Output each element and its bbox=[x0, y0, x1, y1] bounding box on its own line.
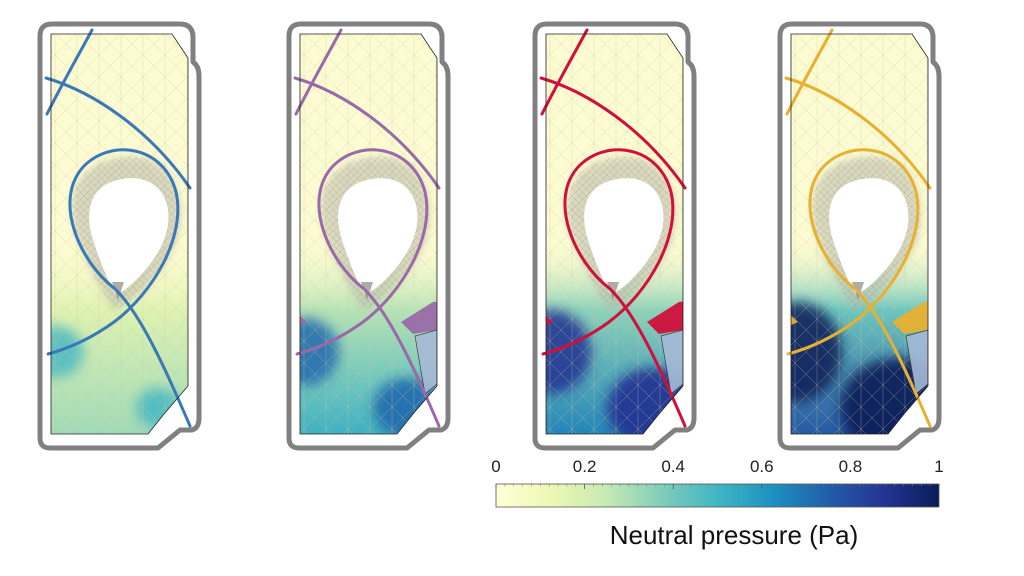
separatrix-line bbox=[785, 28, 834, 116]
inner-baffle bbox=[791, 306, 798, 330]
domain-boundary bbox=[545, 33, 684, 435]
vacuum-vessel-wall bbox=[777, 21, 942, 451]
plasma-core bbox=[829, 178, 909, 294]
separatrix-line bbox=[45, 28, 94, 116]
colorbar-tick-label: 0 bbox=[491, 457, 500, 476]
poloidal-cross-section-panel bbox=[286, 21, 451, 451]
separatrix-line bbox=[786, 148, 920, 356]
separatrix-line bbox=[361, 286, 441, 428]
separatrix-line bbox=[852, 286, 932, 428]
colorbar-tick-label: 0.4 bbox=[661, 457, 685, 476]
vacuum-vessel-wall bbox=[37, 21, 202, 451]
poloidal-cross-section-panel bbox=[532, 21, 697, 451]
colorbar-tick-label: 1 bbox=[934, 457, 943, 476]
outer-baffle bbox=[647, 301, 683, 334]
separatrix-line bbox=[607, 286, 687, 428]
inner-baffle bbox=[546, 306, 553, 330]
separatrix-line bbox=[295, 148, 429, 356]
domain-boundary bbox=[299, 33, 438, 435]
colorbar-gradient bbox=[495, 483, 940, 508]
outer-baffle bbox=[892, 301, 928, 334]
domain-boundary bbox=[50, 33, 189, 435]
colorbar-ticks: 0 0.2 0.4 0.6 0.8 1 bbox=[491, 457, 944, 489]
pump-duct-region bbox=[905, 329, 928, 395]
colorbar-tick-label: 0.2 bbox=[573, 457, 597, 476]
separatrix-line bbox=[540, 28, 589, 116]
colorbar-tick-label: 0.6 bbox=[750, 457, 774, 476]
vacuum-vessel-wall bbox=[286, 21, 451, 451]
colorbar-title: Neutral pressure (Pa) bbox=[610, 520, 859, 550]
colorbar: 0 0.2 0.4 0.6 0.8 1 Neutral pressure (Pa) bbox=[491, 457, 943, 550]
plasma-core bbox=[338, 178, 418, 294]
inner-baffle bbox=[300, 306, 307, 330]
panels bbox=[37, 21, 942, 451]
plasma-core bbox=[89, 178, 169, 294]
separatrix-line bbox=[112, 286, 192, 428]
separatrix-line bbox=[46, 148, 180, 356]
domain-boundary bbox=[790, 33, 929, 435]
pump-duct-region bbox=[414, 329, 437, 395]
pump-duct-region bbox=[660, 329, 683, 395]
colorbar-tick-label: 0.8 bbox=[839, 457, 863, 476]
separatrix-line bbox=[541, 148, 675, 356]
separatrix-line bbox=[294, 28, 343, 116]
poloidal-cross-section-panel bbox=[777, 21, 942, 451]
plasma-core bbox=[584, 178, 664, 294]
vacuum-vessel-wall bbox=[532, 21, 697, 451]
poloidal-cross-section-panel bbox=[37, 21, 202, 451]
outer-baffle bbox=[401, 301, 437, 334]
